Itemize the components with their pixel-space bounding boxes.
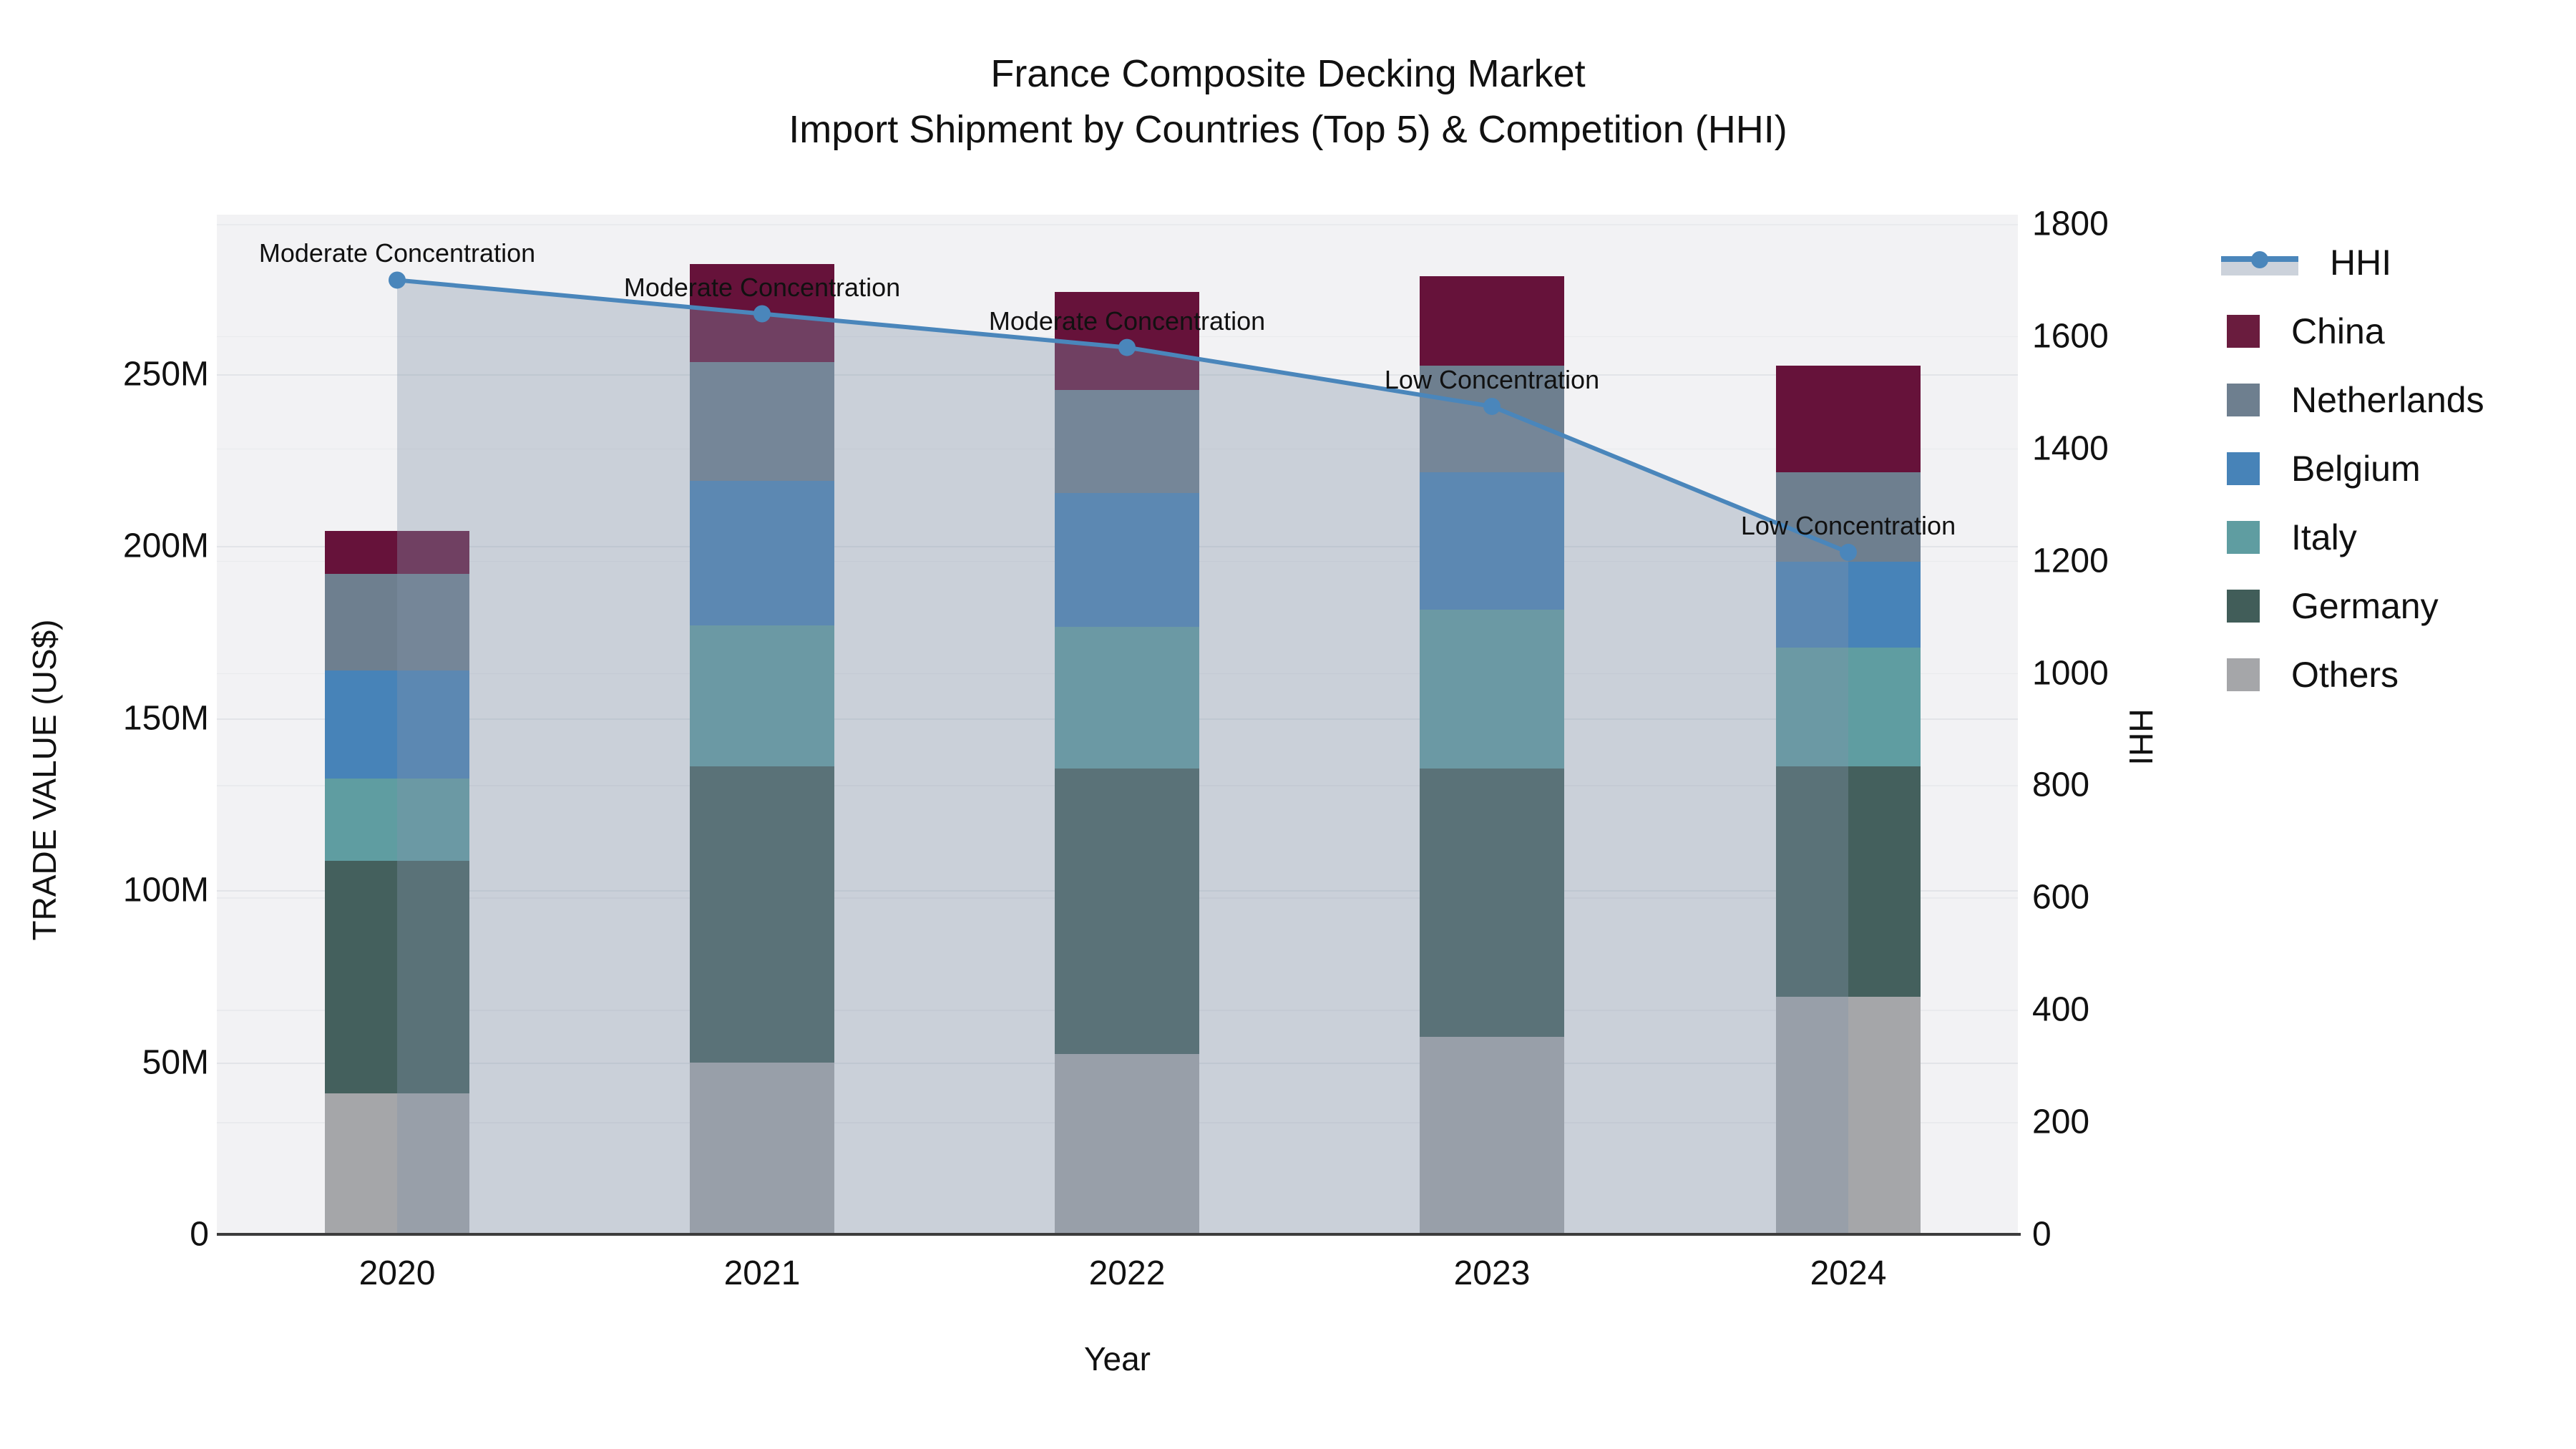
right-tick-0: 0 (2032, 1215, 2051, 1254)
bar-segment-2024-germany[interactable] (1776, 766, 1921, 997)
bar-segment-2021-germany[interactable] (690, 766, 834, 1063)
bar-segment-2023-others[interactable] (1420, 1036, 1564, 1234)
legend-item-hhi[interactable]: HHI (2221, 241, 2391, 284)
x-axis-title: Year (1084, 1340, 1151, 1377)
legend-item-belgium[interactable]: Belgium (2221, 447, 2421, 490)
x-axis-line (217, 1233, 2021, 1236)
legend-item-italy[interactable]: Italy (2221, 516, 2357, 559)
legend-label-belgium: Belgium (2291, 449, 2421, 489)
legend-swatch-belgium (2227, 452, 2260, 485)
bar-segment-2021-netherlands[interactable] (690, 362, 834, 482)
bar-2022[interactable] (1055, 215, 1199, 1234)
bar-segment-2024-italy[interactable] (1776, 648, 1921, 767)
bar-segment-2020-netherlands[interactable] (325, 573, 469, 670)
legend-label-china: China (2291, 311, 2385, 351)
bar-2024[interactable] (1776, 215, 1921, 1234)
right-tick-1200: 1200 (2032, 542, 2109, 580)
left-tick-150M: 150M (122, 699, 209, 738)
bar-segment-2021-italy[interactable] (690, 625, 834, 767)
legend-label-hhi: HHI (2330, 243, 2392, 283)
left-tick-100M: 100M (122, 871, 209, 909)
annotation-2020: Moderate Concentration (258, 238, 536, 268)
legend-label-others: Others (2291, 655, 2399, 695)
left-tick-200M: 200M (122, 527, 209, 565)
annotation-2024: Low Concentration (1740, 510, 1956, 540)
hhi-point-2023[interactable] (1483, 397, 1501, 415)
legend-item-china[interactable]: China (2221, 310, 2385, 353)
bar-segment-2020-germany[interactable] (325, 861, 469, 1093)
bar-segment-2021-belgium[interactable] (690, 481, 834, 625)
annotation-2022: Moderate Concentration (988, 306, 1266, 336)
x-tick-2024: 2024 (1810, 1254, 1887, 1292)
legend-label-netherlands: Netherlands (2291, 380, 2484, 420)
hhi-point-2022[interactable] (1118, 338, 1136, 356)
bar-segment-2020-others[interactable] (325, 1093, 469, 1234)
bar-segment-2022-netherlands[interactable] (1055, 389, 1199, 493)
bar-segment-2023-germany[interactable] (1420, 768, 1564, 1037)
hhi-point-2020[interactable] (389, 271, 406, 289)
legend-hhi-line-icon (2221, 246, 2298, 279)
x-tick-2023: 2023 (1453, 1254, 1531, 1292)
x-tick-2021: 2021 (723, 1254, 801, 1292)
chart-subtitle: Import Shipment by Countries (Top 5) & C… (789, 108, 1787, 151)
x-tick-2022: 2022 (1088, 1254, 1166, 1292)
bar-segment-2022-italy[interactable] (1055, 627, 1199, 769)
annotation-2023: Low Concentration (1384, 364, 1600, 394)
bar-segment-2022-germany[interactable] (1055, 768, 1199, 1054)
bar-segment-2023-belgium[interactable] (1420, 472, 1564, 610)
right-tick-1800: 1800 (2032, 205, 2109, 243)
legend-swatch-china (2227, 315, 2260, 348)
legend-swatch-others (2227, 658, 2260, 691)
chart-title: France Composite Decking Market (990, 52, 1586, 95)
left-tick-50M: 50M (142, 1043, 209, 1082)
right-tick-1400: 1400 (2032, 429, 2109, 468)
left-axis-title: TRADE VALUE (US$) (26, 619, 63, 941)
legend-item-germany[interactable]: Germany (2221, 585, 2439, 628)
bar-2020[interactable] (325, 215, 469, 1234)
bar-segment-2024-belgium[interactable] (1776, 562, 1921, 648)
bar-segment-2023-china[interactable] (1420, 275, 1564, 366)
legend-swatch-italy (2227, 521, 2260, 554)
legend-label-italy: Italy (2291, 517, 2357, 557)
x-tick-2020: 2020 (358, 1254, 436, 1292)
bar-segment-2022-belgium[interactable] (1055, 492, 1199, 628)
legend-item-others[interactable]: Others (2221, 653, 2399, 696)
right-tick-1000: 1000 (2032, 654, 2109, 693)
bar-segment-2024-others[interactable] (1776, 997, 1921, 1234)
bar-segment-2020-italy[interactable] (325, 778, 469, 862)
right-axis-title: HHI (2122, 708, 2160, 766)
bar-segment-2020-belgium[interactable] (325, 670, 469, 779)
bar-segment-2024-china[interactable] (1776, 365, 1921, 473)
hhi-point-2024[interactable] (1840, 543, 1857, 561)
legend-swatch-germany (2227, 590, 2260, 623)
legend-label-germany: Germany (2291, 586, 2439, 626)
bar-segment-2020-china[interactable] (325, 530, 469, 574)
gridline-right-1800 (217, 224, 2018, 225)
legend-swatch-netherlands (2227, 384, 2260, 416)
bar-segment-2021-others[interactable] (690, 1062, 834, 1234)
right-tick-600: 600 (2032, 878, 2090, 917)
legend-item-netherlands[interactable]: Netherlands (2221, 379, 2484, 421)
right-tick-400: 400 (2032, 990, 2090, 1029)
right-tick-200: 200 (2032, 1103, 2090, 1141)
annotation-2021: Moderate Concentration (623, 272, 901, 302)
right-tick-1600: 1600 (2032, 317, 2109, 356)
right-tick-800: 800 (2032, 766, 2090, 804)
bar-2021[interactable] (690, 215, 834, 1234)
left-tick-0: 0 (190, 1215, 209, 1254)
hhi-point-2021[interactable] (753, 305, 771, 323)
bar-segment-2022-others[interactable] (1055, 1053, 1199, 1234)
bar-segment-2023-italy[interactable] (1420, 610, 1564, 769)
left-tick-250M: 250M (122, 355, 209, 394)
